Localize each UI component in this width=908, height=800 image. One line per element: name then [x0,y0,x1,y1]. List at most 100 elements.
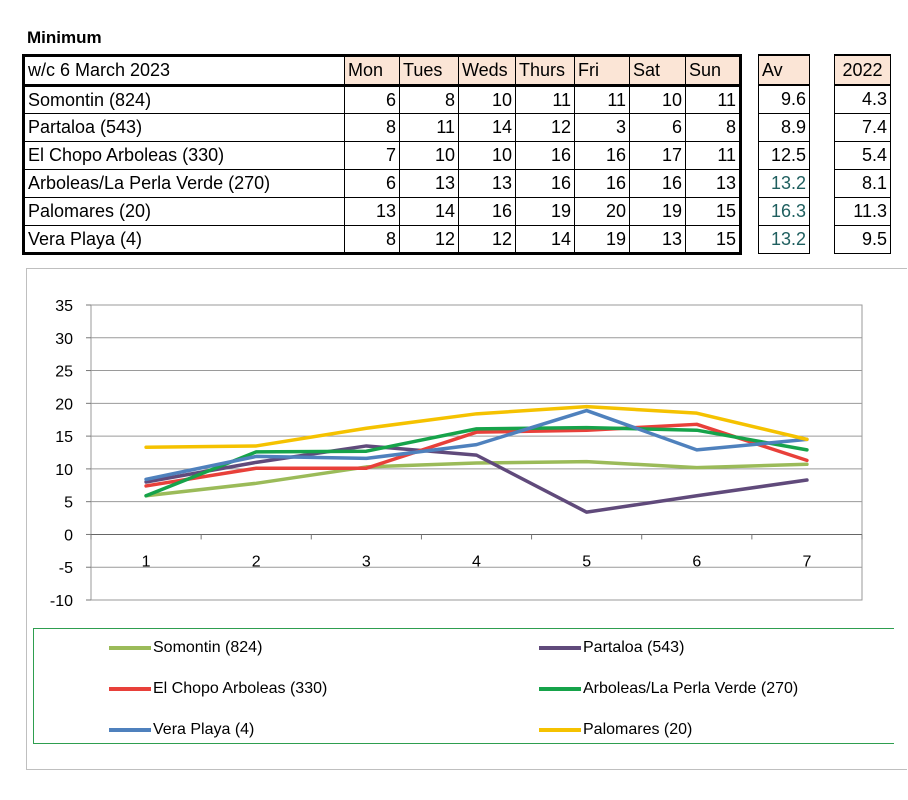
day-header: Weds [458,55,516,87]
week-label: w/c 6 March 2023 [23,55,345,87]
legend-item: Arboleas/La Perla Verde (270) [539,680,798,698]
temperature-cell: 12 [399,225,459,254]
location-cell: Palomares (20) [23,197,345,226]
legend-item: Vera Playa (4) [109,721,254,739]
temperature-cell: 11 [574,85,630,114]
temperature-cell: 16 [515,169,575,198]
legend-label: Arboleas/La Perla Verde (270) [583,680,799,697]
legend-swatch [539,646,581,650]
series-line [144,459,809,498]
x-tick-label: 6 [692,553,701,570]
temperature-cell: 13 [458,169,516,198]
temperature-cell: 11 [685,85,741,114]
y-tick-label: 10 [55,462,73,479]
temperature-cell: 6 [344,85,400,114]
x-tick-label: 3 [362,553,371,570]
day-header: Fri [574,55,630,87]
x-tick-label: 5 [582,553,591,570]
temperature-cell: 19 [515,197,575,226]
table-row: Vera Playa (4) 8 12 12 14 19 13 15 [23,225,741,254]
temperature-cell: 16 [458,197,516,226]
day-header: Thurs [515,55,575,87]
year-2022-cell: 8.1 [834,169,891,198]
average-cell: 16.3 [758,197,810,226]
average-cell: 8.9 [758,113,810,142]
temperature-cell: 14 [458,113,516,142]
year-row: 9.5 [834,225,891,254]
temperature-cell: 13 [685,169,741,198]
series-line [144,444,809,514]
x-tick-label: 4 [472,553,481,570]
year-row: 11.3 [834,197,891,226]
day-header: Mon [344,55,400,87]
y-tick-label: 5 [64,495,73,512]
location-cell: Vera Playa (4) [23,225,345,254]
y-tick-label: -5 [59,560,73,577]
year-row: 7.4 [834,113,891,142]
day-header: Sat [629,55,686,87]
table-row: Partaloa (543) 8 11 14 12 3 6 8 [23,113,741,142]
average-cell: 12.5 [758,141,810,170]
x-tick-label: 7 [802,553,811,570]
year-row: 5.4 [834,141,891,170]
y-tick-label: 25 [55,364,73,381]
average-row: 13.2 [758,169,810,198]
average-row: 16.3 [758,197,810,226]
legend-label: Palomares (20) [583,721,693,738]
table-row: El Chopo Arboleas (330) 7 10 10 16 16 17 11 [23,141,741,170]
temperature-cell: 14 [515,225,575,254]
temperature-cell: 8 [344,225,400,254]
temperature-cell: 7 [344,141,400,170]
y-tick-label: -10 [50,593,73,610]
legend-label: Somontin (824) [153,639,263,656]
temperature-cell: 11 [515,85,575,114]
temperature-cell: 16 [515,141,575,170]
year-2022-cell: 9.5 [834,225,891,254]
chart-legend: Somontin (824) Partaloa (543) El Chopo Arb… [33,628,894,744]
temperature-cell: 11 [399,113,459,142]
temperature-cell: 19 [574,225,630,254]
chart-area [26,268,907,770]
table-header-row: w/c 6 March 2023 Mon Tues Weds Thurs Fri Sat Su… [23,55,741,87]
temperature-cell: 11 [685,141,741,170]
location-cell: Somontin (824) [23,85,345,114]
temperature-cell: 10 [458,85,516,114]
legend-label: El Chopo Arboleas (330) [153,680,328,697]
average-row: 12.5 [758,141,810,170]
year-2022-cell: 5.4 [834,141,891,170]
legend-swatch [109,687,151,691]
year-2022-cell: 11.3 [834,197,891,226]
temperature-cell: 19 [629,197,686,226]
y-tick-label: 15 [55,429,73,446]
average-table: Av 9.6 8.9 12.5 13.2 16.3 13.2 [758,54,810,254]
day-header: Tues [399,55,459,87]
temperature-cell: 14 [399,197,459,226]
average-cell: 13.2 [758,225,810,254]
series-line [144,425,809,498]
temperature-cell: 16 [629,169,686,198]
table-row: Arboleas/La Perla Verde (270) 6 13 13 16 16 16… [23,169,741,198]
temperature-cell: 10 [629,85,686,114]
legend-swatch [539,687,581,691]
average-cell: 9.6 [758,85,810,114]
legend-swatch [539,728,581,732]
temperature-cell: 16 [574,169,630,198]
legend-swatch [109,646,151,650]
legend-item: Palomares (20) [539,721,692,739]
year-row: 8.1 [834,169,891,198]
series-line [144,408,809,482]
average-header: Av [758,55,810,86]
series-line [144,422,809,488]
temperature-cell: 12 [458,225,516,254]
location-cell: El Chopo Arboleas (330) [23,141,345,170]
year-2022-cell: 4.3 [834,85,891,114]
temperature-cell: 13 [344,197,400,226]
y-tick-label: 30 [55,331,73,348]
temperature-table: w/c 6 March 2023 Mon Tues Weds Thurs Fri Sat Su… [22,54,742,255]
temperature-cell: 6 [629,113,686,142]
temperature-cell: 15 [685,225,741,254]
temperature-cell: 16 [574,141,630,170]
location-cell: Arboleas/La Perla Verde (270) [23,169,345,198]
legend-swatch [109,728,151,732]
